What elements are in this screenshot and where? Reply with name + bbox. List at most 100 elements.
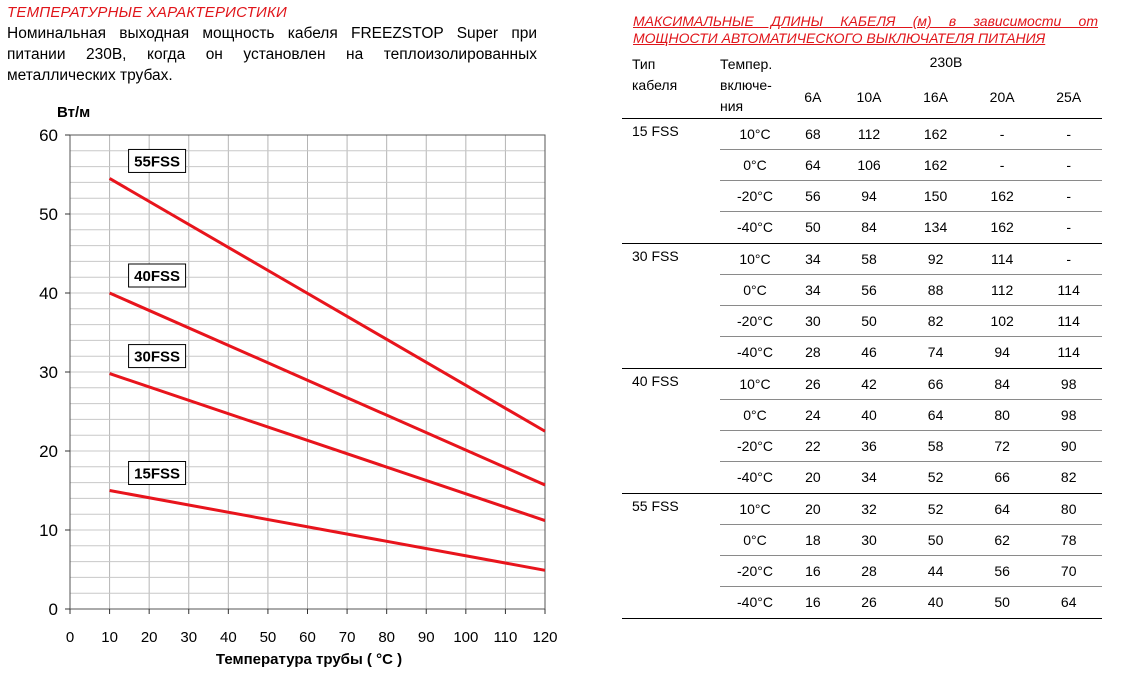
cell-length: 16 xyxy=(790,555,836,587)
series-line-40fss xyxy=(108,291,546,487)
x-tick-label: 40 xyxy=(220,629,237,646)
series-label-15fss: 15FSS xyxy=(134,466,180,483)
cell-temperature: 10°C xyxy=(720,243,790,275)
y-tick-label: 50 xyxy=(39,205,58,224)
cell-length: 28 xyxy=(790,336,836,369)
cell-cable-type xyxy=(622,525,720,556)
cell-length: 58 xyxy=(902,430,969,462)
cell-length: 114 xyxy=(1035,274,1102,306)
cell-length: 44 xyxy=(902,555,969,587)
cell-length: 50 xyxy=(790,211,836,244)
cell-length: 88 xyxy=(902,274,969,306)
cell-cable-type xyxy=(622,400,720,431)
series-label-40fss: 40FSS xyxy=(134,268,180,285)
header-amp: 16А xyxy=(923,88,949,105)
table-title: МАКСИМАЛЬНЫЕ ДЛИНЫ КАБЕЛЯ (м) в зависимо… xyxy=(633,13,1098,47)
table-row: -40°C 20 34 52 66 82 xyxy=(622,461,1102,494)
cell-length: 64 xyxy=(790,149,836,181)
cell-cable-type xyxy=(622,211,720,244)
cell-length: 30 xyxy=(790,305,836,337)
cell-length: 16 xyxy=(790,586,836,619)
cell-length: 56 xyxy=(790,180,836,212)
cell-temperature: -20°C xyxy=(720,305,790,337)
x-tick-label: 110 xyxy=(493,629,517,646)
cell-temperature: -20°C xyxy=(720,430,790,462)
cell-length: 112 xyxy=(835,118,903,150)
cell-temperature: 0°C xyxy=(720,149,790,181)
table-row: -40°C 16 26 40 50 64 xyxy=(622,586,1102,619)
x-tick-label: 50 xyxy=(260,629,277,646)
chart-y-axis-label: Вт/м xyxy=(57,104,91,121)
cell-cable-type xyxy=(622,431,720,462)
cell-length: 162 xyxy=(968,211,1036,244)
cell-length: 50 xyxy=(835,305,903,337)
cell-length: 114 xyxy=(968,243,1036,275)
cell-length: 70 xyxy=(1035,555,1102,587)
cell-temperature: -40°C xyxy=(720,336,790,369)
cell-length: 26 xyxy=(790,368,836,400)
table-row: -20°C 22 36 58 72 90 xyxy=(622,430,1102,462)
cell-length: 56 xyxy=(968,555,1036,587)
cell-cable-type xyxy=(622,306,720,337)
max-cable-length-table: Тип кабеля Темпер. включе- ния 230В 6А 10… xyxy=(622,54,1102,619)
cell-length: 64 xyxy=(968,493,1036,525)
cell-length: 94 xyxy=(835,180,903,212)
cell-temperature: -40°C xyxy=(720,586,790,619)
cell-length: 92 xyxy=(902,243,969,275)
cell-length: 72 xyxy=(968,430,1036,462)
series-line-55fss xyxy=(108,177,546,433)
cell-length: - xyxy=(1035,180,1102,212)
x-tick-label: 100 xyxy=(453,629,478,646)
cell-length: 34 xyxy=(790,274,836,306)
x-tick-label: 30 xyxy=(180,629,197,646)
cell-length: 52 xyxy=(902,493,969,525)
cell-length: 84 xyxy=(968,368,1036,400)
cell-length: 90 xyxy=(1035,430,1102,462)
cell-length: 82 xyxy=(902,305,969,337)
cell-length: 64 xyxy=(902,399,969,431)
table-row: 0°C 18 30 50 62 78 xyxy=(622,524,1102,556)
cell-length: 134 xyxy=(902,211,969,244)
series-line-30fss xyxy=(109,372,546,522)
cell-length: 34 xyxy=(790,243,836,275)
header-amp: 20А xyxy=(989,88,1015,105)
cell-length: 30 xyxy=(835,524,903,556)
cell-cable-type xyxy=(622,556,720,587)
cell-temperature: -40°C xyxy=(720,461,790,494)
cell-length: 74 xyxy=(902,336,969,369)
cell-temperature: 10°C xyxy=(720,118,790,150)
y-tick-label: 20 xyxy=(39,442,58,461)
cell-length: 66 xyxy=(968,461,1036,494)
cell-temperature: -20°C xyxy=(720,555,790,587)
cell-length: 64 xyxy=(1035,586,1102,619)
x-tick-label: 80 xyxy=(378,629,395,646)
table-row: 30 FSS 10°C 34 58 92 114- xyxy=(622,243,1102,275)
cell-length: 18 xyxy=(790,524,836,556)
cell-temperature: 10°C xyxy=(720,368,790,400)
cell-cable-type: 40 FSS xyxy=(632,372,679,389)
x-tick-label: 20 xyxy=(141,629,158,646)
cell-length: 50 xyxy=(902,524,969,556)
cell-length: - xyxy=(1035,118,1102,150)
table-row: -40°C 50 84 134 162- xyxy=(622,211,1102,244)
cell-length: 40 xyxy=(835,399,903,431)
header-amp: 10А xyxy=(856,88,882,105)
cell-cable-type xyxy=(622,181,720,212)
cell-length: 68 xyxy=(790,118,836,150)
series-label-box xyxy=(128,148,187,173)
cell-length: 66 xyxy=(902,368,969,400)
section-title-temperature: ТЕМПЕРАТУРНЫЕ ХАРАКТЕРИСТИКИ xyxy=(7,4,287,21)
table-row: 0°C 64 106 162- - xyxy=(622,149,1102,181)
cell-length: 78 xyxy=(1035,524,1102,556)
chart-x-axis-label: Температура трубы ( °C ) xyxy=(215,651,403,668)
cell-length: 94 xyxy=(968,336,1036,369)
chart-description: Номинальная выходная мощность кабеля FRE… xyxy=(7,25,537,84)
cell-temperature: 10°C xyxy=(720,493,790,525)
header-voltage: 230В xyxy=(929,54,963,70)
cell-length: 82 xyxy=(1035,461,1102,494)
series-line-15fss xyxy=(109,489,546,572)
cell-length: 58 xyxy=(835,243,903,275)
header-temperature: Темпер. включе- ния xyxy=(720,56,773,114)
table-row: 15 FSS 10°C 68 112 162- - xyxy=(622,118,1102,150)
cell-length: 40 xyxy=(902,586,969,619)
